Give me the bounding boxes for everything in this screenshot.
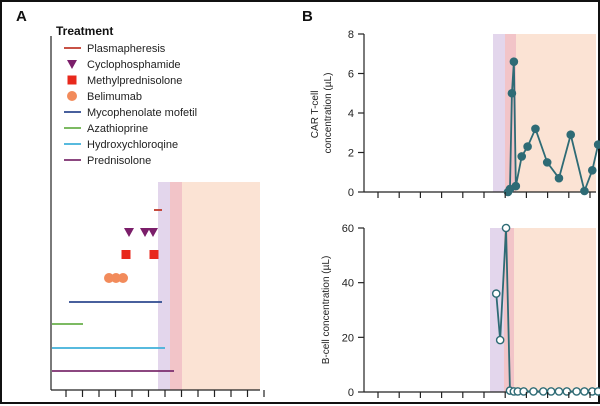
data-point: [495, 335, 505, 345]
data-point: [511, 181, 521, 191]
treatment-timeline: [52, 209, 174, 372]
peach-band: [182, 182, 260, 390]
cyclophosphamide-dose: [140, 228, 150, 237]
belimumab-dose: [104, 273, 114, 283]
purple-band: [493, 34, 505, 192]
legend-label: Belimumab: [87, 91, 142, 103]
pink-band: [505, 34, 516, 192]
data-point: [531, 124, 540, 134]
data-point: [580, 387, 589, 396]
legend-label: Cyclophosphamide: [87, 59, 181, 71]
y-tick-label: 60: [342, 223, 354, 235]
data-point: [587, 165, 597, 175]
bottom-y-ticks: 0 20 40 60: [342, 223, 364, 399]
methylprednisolone-dose: [149, 250, 159, 259]
data-point: [491, 289, 501, 298]
data-point: [523, 142, 532, 151]
car-t-series: [503, 57, 600, 197]
methylprednisolone-dose: [121, 250, 131, 259]
data-point: [501, 223, 511, 233]
legend-label: Prednisolone: [87, 155, 151, 167]
data-point: [507, 88, 517, 98]
legend-title: Treatment: [56, 24, 113, 38]
belimumab-dose: [111, 273, 121, 283]
pink-band: [504, 228, 514, 392]
legend-item: Belimumab: [67, 91, 142, 103]
peach-band: [514, 228, 596, 392]
series-line: [507, 61, 600, 195]
y-tick-label: 4: [348, 108, 354, 120]
y-tick-label: 2: [348, 148, 354, 160]
legend-item: Prednisolone: [64, 155, 151, 167]
legend-item: Mycophenolate mofetil: [64, 107, 197, 119]
top-y-ticks: 0 2 4 6 8: [348, 29, 364, 199]
data-point: [566, 130, 576, 140]
data-point: [580, 186, 589, 196]
b-cell-series: [491, 223, 600, 396]
legend-item: Methylprednisolone: [67, 75, 182, 87]
panel-b-bottom: 0 20 40 60 B-cell concentration (µL): [321, 223, 600, 399]
purple-band: [158, 182, 170, 390]
cyclophosphamide-dose: [124, 228, 134, 237]
panel-a-letter: A: [16, 8, 27, 25]
legend-circle-swatch: [67, 91, 77, 101]
data-point: [593, 387, 600, 396]
treatment-legend: Plasmapheresis Cyclophosphamide Methylpred…: [64, 43, 197, 167]
data-point: [519, 387, 528, 396]
data-point: [593, 140, 600, 149]
y-tick-label: 0: [348, 387, 354, 399]
panel-b-top: 0 2 4 6 8 CAR T-cell concentration (µL): [310, 29, 600, 199]
data-point: [572, 387, 581, 396]
data-point: [538, 387, 548, 396]
legend-label: Methylprednisolone: [87, 75, 182, 87]
y-tick-label: 40: [342, 278, 354, 290]
legend-label: Plasmapheresis: [87, 43, 166, 55]
data-point: [509, 57, 519, 66]
legend-triangle-swatch: [67, 60, 77, 69]
legend-label: Azathioprine: [87, 123, 148, 135]
y-tick-label: 8: [348, 29, 354, 41]
legend-item: Cyclophosphamide: [67, 59, 181, 71]
y-tick-label: 20: [342, 332, 354, 344]
data-point: [554, 173, 564, 183]
panel-b-letter: B: [302, 8, 313, 25]
legend-label: Hydroxychloroqine: [87, 139, 178, 151]
top-y-label: CAR T-cell concentration (µL): [310, 73, 334, 154]
peach-band: [516, 34, 596, 192]
legend-item: Azathioprine: [64, 123, 148, 135]
panel-a: Treatment Plasmapheresis Cyclophosphamide…: [50, 24, 265, 397]
legend-label: Mycophenolate mofetil: [87, 107, 197, 119]
data-point: [546, 387, 556, 396]
y-tick-label: 6: [348, 69, 354, 81]
data-point: [554, 387, 564, 396]
belimumab-dose: [118, 273, 128, 283]
legend-item: Plasmapheresis: [64, 43, 166, 55]
bottom-y-label: B-cell concentration (µL): [321, 256, 332, 365]
top-y-label-line1: CAR T-cell: [310, 91, 321, 139]
cyclophosphamide-dose: [148, 228, 158, 237]
pink-band: [170, 182, 182, 390]
y-tick-label: 0: [348, 187, 354, 199]
panel-a-x-ticks: [65, 390, 265, 397]
top-y-label-line2: concentration (µL): [323, 73, 334, 154]
legend-item: Hydroxychloroqine: [64, 139, 178, 151]
legend-square-swatch: [67, 75, 77, 85]
data-point: [542, 158, 552, 167]
data-point: [529, 387, 538, 396]
data-point: [517, 152, 527, 161]
